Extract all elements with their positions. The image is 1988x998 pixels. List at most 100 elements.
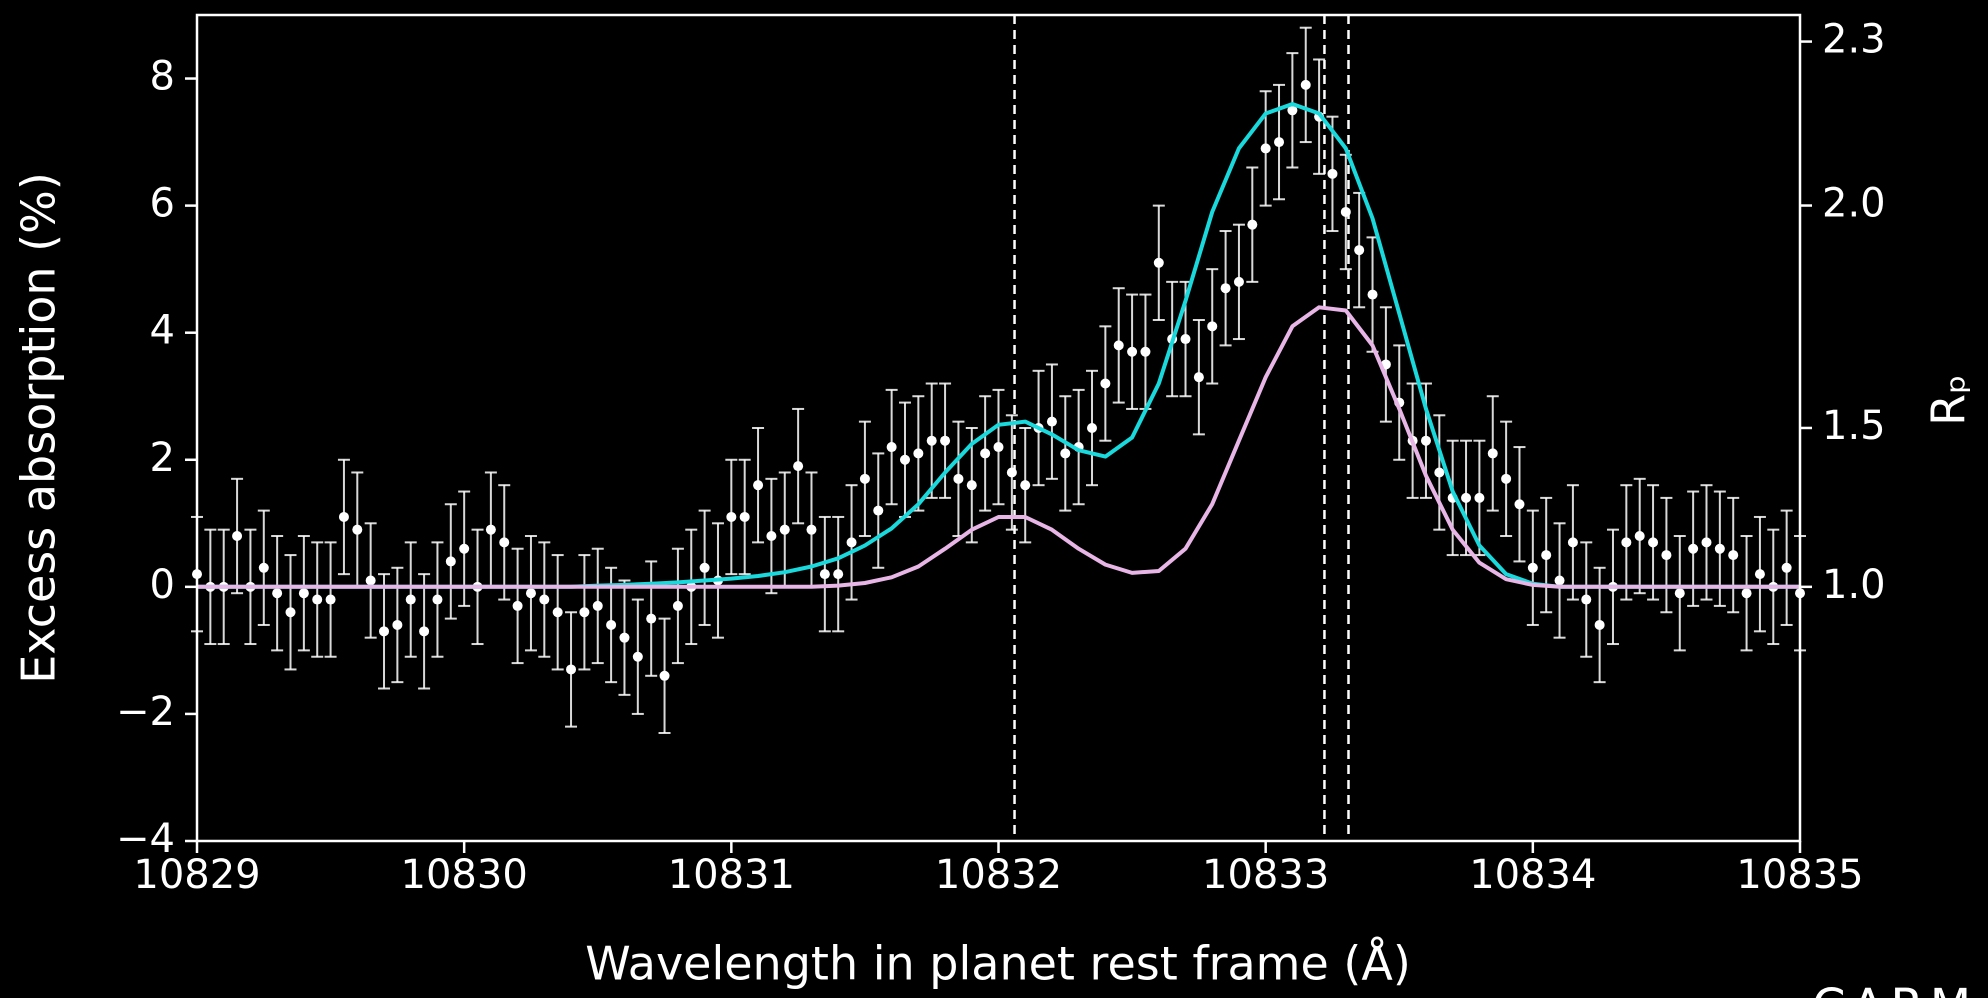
data-point: [1728, 550, 1739, 561]
data-point: [966, 480, 977, 491]
y2-tick-label: 2.0: [1822, 181, 1886, 227]
data-point: [592, 600, 603, 611]
data-point: [525, 588, 536, 599]
y-tick-label: 2: [150, 435, 175, 481]
data-point: [272, 588, 283, 599]
data-point: [432, 594, 443, 605]
data-point: [1220, 283, 1231, 294]
data-point: [1741, 588, 1752, 599]
data-point: [1621, 537, 1632, 548]
data-point: [833, 569, 844, 580]
data-point: [1714, 543, 1725, 554]
data-point: [312, 594, 323, 605]
data-point: [899, 454, 910, 465]
data-point: [1247, 219, 1258, 230]
data-point: [619, 632, 630, 643]
data-point: [1754, 569, 1765, 580]
data-point: [552, 607, 563, 618]
data-point: [1688, 543, 1699, 554]
data-point: [1260, 143, 1271, 154]
watermark: CARM: [1812, 979, 1977, 998]
x-tick-label: 10831: [668, 852, 795, 898]
y-tick-label: 4: [150, 308, 175, 354]
data-point: [1527, 562, 1538, 573]
data-point: [1300, 79, 1311, 90]
data-point: [1701, 537, 1712, 548]
x-tick-label: 10830: [401, 852, 528, 898]
data-point: [419, 626, 430, 637]
data-point: [1180, 334, 1191, 345]
data-point: [632, 651, 643, 662]
model-curve: [197, 305, 1800, 589]
data-point: [1674, 588, 1685, 599]
data-point: [325, 594, 336, 605]
data-point: [512, 600, 523, 611]
data-point: [539, 594, 550, 605]
data-point: [379, 626, 390, 637]
data-point: [365, 575, 376, 586]
data-point: [753, 480, 764, 491]
data-point: [499, 537, 510, 548]
data-point: [646, 613, 657, 624]
data-point: [739, 511, 750, 522]
y2-axis-label: Rₚ: [1922, 374, 1976, 426]
data-point: [859, 473, 870, 484]
data-point: [926, 435, 937, 446]
data-point: [1474, 492, 1485, 503]
data-point: [779, 524, 790, 535]
model-curve: [197, 102, 1800, 589]
y2-tick-label: 1.0: [1822, 562, 1886, 608]
data-point: [1340, 206, 1351, 217]
data-point: [1367, 289, 1378, 300]
data-point: [1487, 448, 1498, 459]
data-point: [819, 569, 830, 580]
y2-tick-label: 2.3: [1822, 17, 1886, 63]
data-point: [285, 607, 296, 618]
data-point: [953, 473, 964, 484]
data-point: [1046, 416, 1057, 427]
data-point: [1113, 340, 1124, 351]
data-point: [1594, 619, 1605, 630]
data-point: [352, 524, 363, 535]
data-point: [672, 600, 683, 611]
data-point: [392, 619, 403, 630]
data-point: [793, 461, 804, 472]
data-point: [445, 556, 456, 567]
data-point: [1581, 594, 1592, 605]
data-point: [993, 442, 1004, 453]
y-tick-label: 8: [150, 54, 175, 100]
data-point: [913, 448, 924, 459]
data-point: [659, 670, 670, 681]
data-point: [1514, 499, 1525, 510]
data-point: [1060, 448, 1071, 459]
data-point: [1207, 321, 1218, 332]
data-point: [1193, 372, 1204, 383]
data-point: [846, 537, 857, 548]
data-point: [1434, 467, 1445, 478]
data-point: [766, 531, 777, 542]
data-point: [579, 607, 590, 618]
data-point: [606, 619, 617, 630]
data-point: [940, 435, 951, 446]
data-point: [566, 664, 577, 675]
data-point: [232, 531, 243, 542]
data-point: [1567, 537, 1578, 548]
y-axis-label: Excess absorption (%): [12, 172, 66, 684]
data-point: [459, 543, 470, 554]
data-point: [1006, 467, 1017, 478]
y-tick-label: 0: [150, 562, 175, 608]
data-point: [1153, 257, 1164, 268]
y-tick-label: −2: [116, 689, 175, 735]
data-point: [1501, 473, 1512, 484]
data-point: [886, 442, 897, 453]
data-point: [1354, 245, 1365, 256]
x-tick-label: 10829: [133, 852, 260, 898]
data-point: [1087, 423, 1098, 433]
data-point: [1781, 562, 1792, 573]
data-point: [726, 511, 737, 522]
data-point: [1634, 531, 1645, 542]
x-tick-label: 10834: [1469, 852, 1596, 898]
data-point: [485, 524, 496, 535]
